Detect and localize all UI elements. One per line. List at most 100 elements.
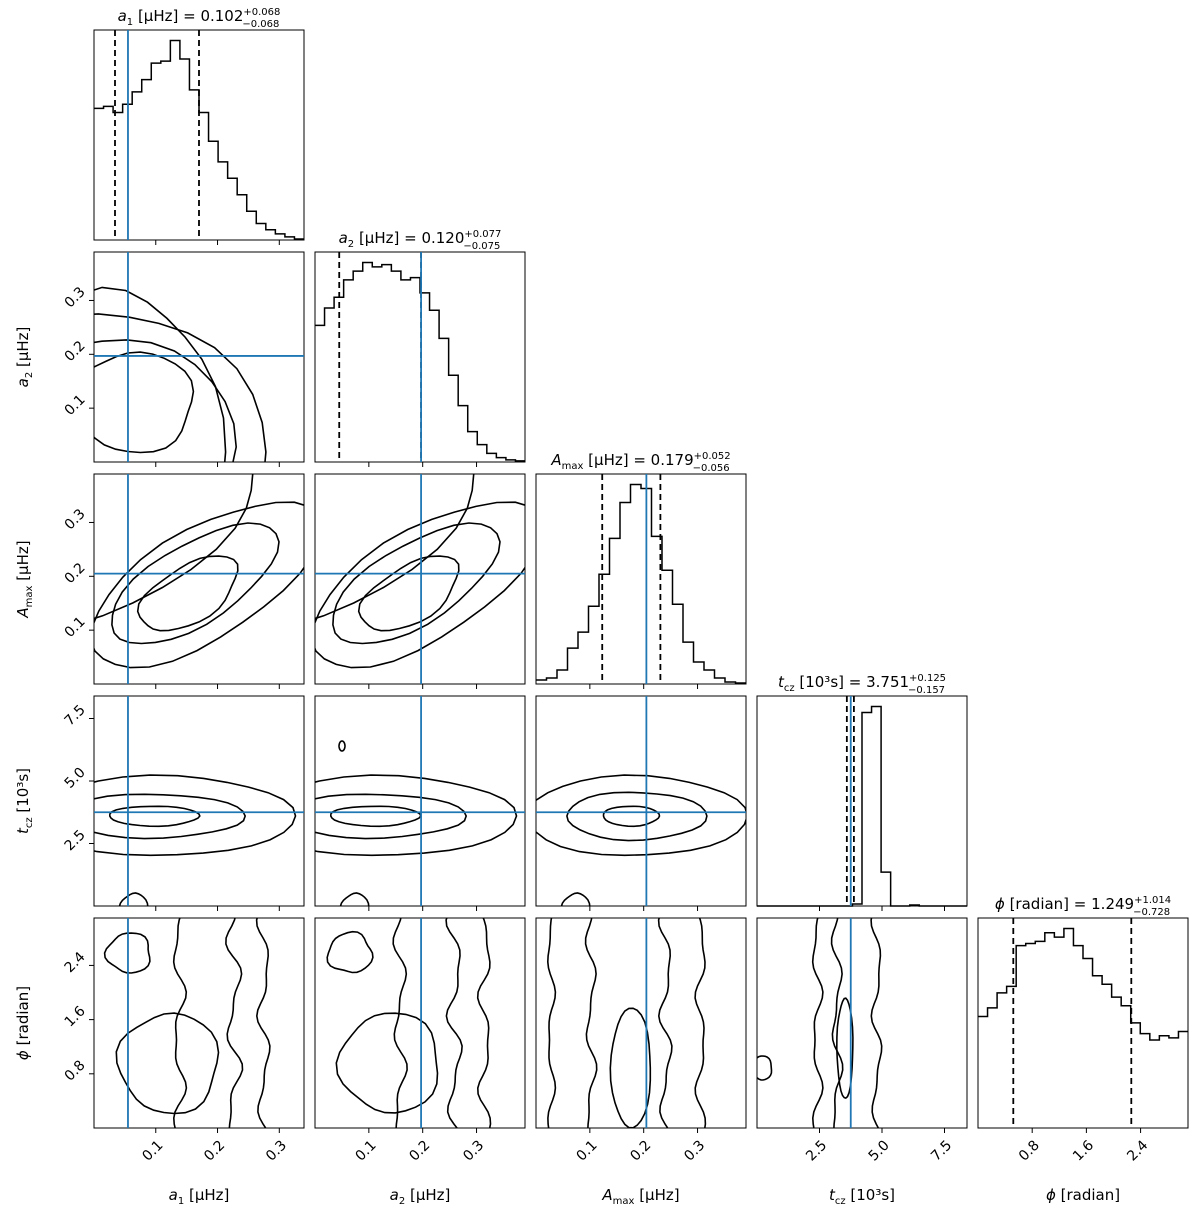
panel-title-minus: −0.075 bbox=[463, 241, 500, 252]
contour-line bbox=[339, 892, 370, 906]
panel-frame bbox=[535, 695, 747, 907]
hist-panel-Amax: Amax [μHz] = 0.179+0.052−0.056 bbox=[535, 451, 747, 685]
panel-title-minus: −0.068 bbox=[242, 19, 279, 30]
hist-panel-a2: a2 [μHz] = 0.120+0.077−0.075 bbox=[314, 229, 526, 463]
contour-line bbox=[332, 522, 501, 645]
panel-title-tcz: tcz [10³s] = 3.751+0.125 bbox=[778, 673, 946, 694]
y-tick-label: 0.2 bbox=[62, 338, 89, 365]
contour-line bbox=[835, 997, 854, 1099]
contour-line bbox=[445, 918, 463, 1128]
contour-line bbox=[118, 892, 149, 906]
panel-frame bbox=[314, 917, 526, 1129]
x-tick-label: 0.2 bbox=[406, 1137, 433, 1164]
panel-frame bbox=[314, 695, 526, 907]
contour-line bbox=[94, 501, 304, 669]
contour-line bbox=[94, 793, 247, 840]
contour-line bbox=[111, 522, 280, 645]
panel-frame bbox=[756, 917, 968, 1129]
panel-frame bbox=[535, 473, 747, 685]
scatter-panel-a1-phi bbox=[93, 917, 305, 1129]
histogram-step-a2 bbox=[315, 261, 525, 462]
hist-panel-phi: ϕ [radian] = 1.249+1.014−0.728 bbox=[977, 895, 1189, 1129]
y-tick-label: 5.0 bbox=[62, 765, 89, 792]
contour-line bbox=[476, 918, 492, 1128]
contour-line bbox=[315, 793, 468, 840]
x-tick-label: 0.3 bbox=[460, 1137, 487, 1164]
y-tick-label: 0.1 bbox=[62, 614, 89, 641]
scatter-panel-a1-tcz bbox=[93, 695, 305, 907]
contour-line bbox=[315, 474, 475, 620]
panel-title-phi: ϕ [radian] = 1.249+1.014 bbox=[995, 895, 1171, 913]
contour-line bbox=[392, 918, 408, 1128]
x-tick-label: 0.2 bbox=[201, 1137, 228, 1164]
y-tick-label: 7.5 bbox=[62, 702, 89, 729]
panel-frame bbox=[93, 251, 305, 463]
x-tick-label: 0.3 bbox=[263, 1137, 290, 1164]
y-axis-label-phi: ϕ [radian] bbox=[14, 986, 32, 1060]
contour-line bbox=[326, 930, 374, 974]
x-tick-label: 0.2 bbox=[627, 1137, 654, 1164]
x-axis-label-Amax: Amax [μHz] bbox=[601, 1186, 679, 1207]
panel-title-a2: a2 [μHz] = 0.120+0.077 bbox=[339, 229, 502, 250]
contour-line bbox=[335, 1012, 439, 1114]
x-axis-label-a2: a2 [μHz] bbox=[390, 1186, 451, 1207]
histogram-step-Amax bbox=[536, 483, 746, 684]
contour-line bbox=[602, 805, 661, 828]
contour-line bbox=[225, 918, 244, 1128]
contour-line bbox=[94, 351, 195, 454]
x-tick-label: 0.1 bbox=[574, 1137, 601, 1164]
contour-line bbox=[108, 805, 201, 828]
x-tick-label: 7.5 bbox=[928, 1137, 955, 1164]
panel-frame bbox=[977, 917, 1189, 1129]
scatter-panel-a1-a2 bbox=[93, 251, 305, 463]
contour-line bbox=[757, 1055, 773, 1081]
x-tick-label: 0.1 bbox=[139, 1137, 166, 1164]
contour-line bbox=[94, 313, 267, 462]
scatter-panel-Amax-tcz bbox=[535, 695, 747, 907]
panel-title-minus: −0.728 bbox=[1133, 907, 1170, 918]
scatter-panel-Amax-phi bbox=[535, 917, 747, 1129]
panel-frame bbox=[93, 917, 305, 1129]
panel-title-a1: a1 [μHz] = 0.102+0.068 bbox=[118, 7, 281, 28]
x-tick-label: 2.4 bbox=[1124, 1137, 1151, 1164]
x-tick-label: 1.6 bbox=[1070, 1137, 1097, 1164]
contour-line bbox=[811, 918, 824, 1128]
scatter-panel-tcz-phi bbox=[756, 917, 968, 1129]
panel-frame bbox=[314, 473, 526, 685]
y-axis-label-tcz: tcz [10³s] bbox=[14, 768, 35, 834]
contour-line bbox=[94, 339, 238, 462]
scatter-panel-a2-Amax bbox=[314, 473, 526, 685]
x-axis-label-tcz: tcz [10³s] bbox=[829, 1186, 895, 1207]
contour-line bbox=[94, 774, 297, 857]
panel-frame bbox=[756, 695, 968, 907]
contour-line bbox=[870, 918, 883, 1128]
hist-panel-a1: a1 [μHz] = 0.102+0.068−0.068 bbox=[93, 7, 305, 241]
hist-panel-tcz: tcz [10³s] = 3.751+0.125−0.157 bbox=[756, 673, 968, 907]
contour-line bbox=[329, 805, 422, 828]
histogram-step-phi bbox=[978, 927, 1188, 1041]
histogram-step-tcz bbox=[757, 705, 967, 907]
contour-line bbox=[566, 791, 708, 842]
x-tick-label: 0.1 bbox=[353, 1137, 380, 1164]
contour-line bbox=[172, 918, 188, 1128]
x-tick-label: 0.8 bbox=[1016, 1137, 1043, 1164]
x-axis-label-phi: ϕ [radian] bbox=[1046, 1186, 1120, 1204]
scatter-panel-a2-tcz bbox=[314, 695, 526, 907]
y-tick-label: 0.2 bbox=[62, 560, 89, 587]
scatter-panel-a2-phi bbox=[314, 917, 526, 1129]
contour-line bbox=[115, 1012, 220, 1115]
contour-line bbox=[560, 892, 591, 906]
contour-line bbox=[694, 918, 707, 1128]
panel-frame bbox=[93, 695, 305, 907]
contour-line bbox=[103, 932, 151, 974]
x-tick-label: 2.5 bbox=[803, 1137, 830, 1164]
x-axis-label-a1: a1 [μHz] bbox=[169, 1186, 230, 1207]
contour-line bbox=[584, 918, 598, 1128]
contour-line bbox=[657, 918, 673, 1128]
contour-line bbox=[338, 740, 346, 752]
y-axis-label-a2: a2 [μHz] bbox=[14, 327, 35, 388]
contour-line bbox=[546, 918, 557, 1128]
contour-line bbox=[315, 774, 518, 857]
panel-frame bbox=[314, 251, 526, 463]
